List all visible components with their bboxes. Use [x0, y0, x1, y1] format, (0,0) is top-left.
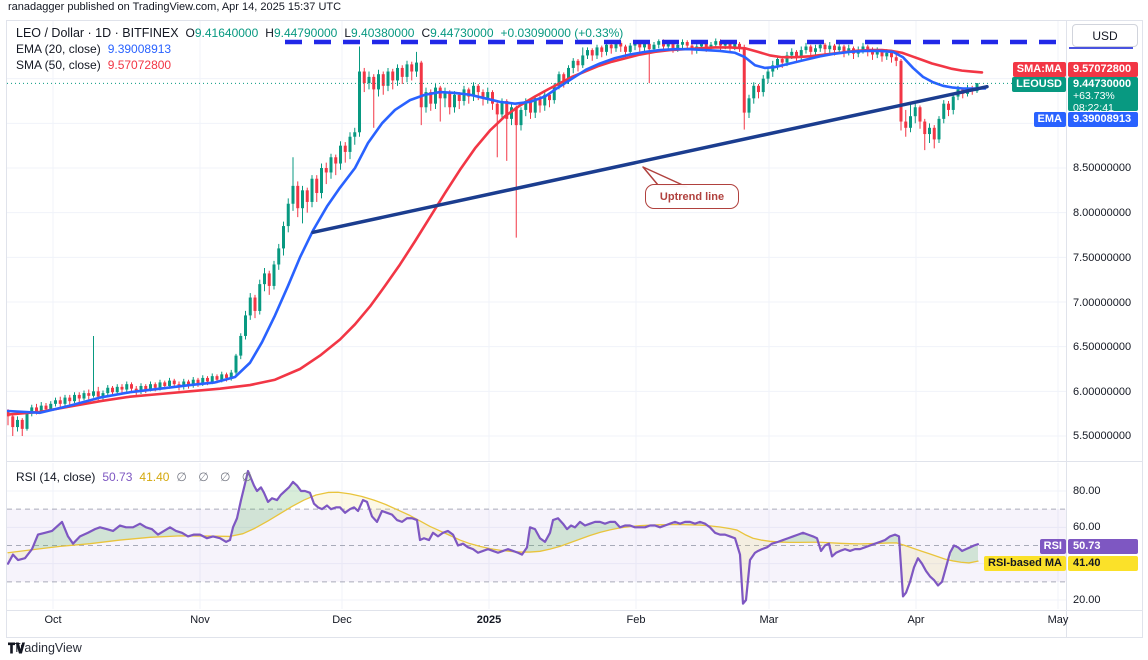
time-tick-label: Dec: [332, 614, 352, 626]
rsi-ma-tag-value: 41.40: [1068, 556, 1138, 571]
frame-right-border: [1142, 20, 1143, 638]
tradingview-logo-icon: [8, 642, 25, 654]
price-tick-label: 6.00000000: [1073, 386, 1132, 398]
time-tick-label: Mar: [759, 614, 779, 626]
time-tick-label: Feb: [626, 614, 646, 626]
ema-legend-label: EMA (20, close): [16, 42, 101, 56]
symbol-legend-row[interactable]: LEO / Dollar · 1D · BITFINEX O 9.41640000…: [16, 26, 623, 40]
time-tick-label: Nov: [190, 614, 210, 626]
sma-legend-value: 9.57072800: [107, 58, 172, 72]
rsi-ma-tag-name: RSI-based MA: [984, 556, 1066, 571]
time-tick-label: Oct: [44, 614, 62, 626]
change-value: +0.03090000 (+0.33%): [500, 26, 624, 40]
time-tick-label: Apr: [907, 614, 925, 626]
tradingview-watermark-text: TradingView: [13, 641, 82, 655]
rsi-legend-row[interactable]: RSI (14, close) 50.73 41.40 ∅ ∅ ∅ ∅: [16, 470, 256, 484]
ema-legend-value: 9.39008913: [107, 42, 172, 56]
attribution-text: ranadagger published on TradingView.com,…: [8, 1, 342, 13]
time-tick-label: 2025: [476, 614, 502, 626]
change-percent-value: +63.73%: [1073, 90, 1115, 102]
price-tick-label: 6.50000000: [1073, 341, 1132, 353]
high-label: H: [265, 26, 274, 40]
rsi-tag-name: RSI: [1039, 539, 1066, 554]
tradingview-watermark[interactable]: TradingView: [8, 641, 82, 655]
ema-price-tag-name: EMA: [1033, 112, 1066, 127]
uptrend-line-callout-text: Uptrend line: [659, 190, 725, 203]
countdown-timer: 08:22:41: [1073, 102, 1114, 114]
rsi-tick-label: 60.00: [1073, 521, 1101, 533]
rsi-pane-canvas[interactable]: [7, 463, 1066, 609]
sma-price-tag-value: 9.57072800: [1068, 62, 1138, 77]
rsi-empty-values: ∅ ∅ ∅ ∅: [176, 470, 257, 484]
rsi-tick-label: 80.00: [1073, 485, 1101, 497]
price-pane-canvas[interactable]: [7, 21, 1066, 461]
rsi-tick-label: 20.00: [1073, 594, 1101, 606]
sma-legend-label: SMA (50, close): [16, 58, 101, 72]
sma-price-tag-name: SMA:MA: [1012, 62, 1066, 77]
currency-unit-button[interactable]: USD: [1072, 24, 1138, 47]
high-value: 9.44790000: [273, 26, 338, 40]
uptrend-line-callout[interactable]: Uptrend line: [645, 184, 739, 209]
low-label: L: [344, 26, 352, 40]
rsi-legend-label: RSI (14, close): [16, 470, 96, 484]
open-value: 9.41640000: [194, 26, 259, 40]
open-label: O: [185, 26, 195, 40]
frame-bottom-border: [6, 637, 1143, 638]
time-tick-label: May: [1047, 614, 1069, 626]
frame-left-border: [6, 20, 7, 638]
frame-top-border: [6, 20, 1143, 21]
price-scale-separator[interactable]: [1066, 20, 1067, 638]
symbol-price-tag-value: 9.44730000 +63.73% 08:22:41: [1068, 77, 1138, 114]
low-value: 9.40380000: [351, 26, 415, 40]
symbol-price-tag-name: LEOUSD: [1012, 77, 1066, 92]
sma-legend-row[interactable]: SMA (50, close) 9.57072800: [16, 58, 171, 72]
last-price-value: 9.44730000: [1073, 78, 1132, 90]
rsi-ma-legend-value: 41.40: [139, 470, 170, 484]
price-tick-label: 5.50000000: [1073, 430, 1132, 442]
close-label: C: [421, 26, 431, 40]
currency-unit-label: USD: [1092, 28, 1118, 43]
price-tick-label: 7.00000000: [1073, 297, 1132, 309]
price-tick-label: 8.50000000: [1073, 162, 1132, 174]
ema-price-tag-value: 9.39008913: [1068, 112, 1138, 127]
price-tick-label: 7.50000000: [1073, 252, 1132, 264]
rsi-legend-value: 50.73: [102, 470, 133, 484]
rsi-tag-value: 50.73: [1068, 539, 1138, 554]
ema-legend-row[interactable]: EMA (20, close) 9.39008913: [16, 42, 171, 56]
close-value: 9.44730000: [430, 26, 494, 40]
time-axis-separator[interactable]: [6, 610, 1143, 611]
currency-active-underline: [1069, 47, 1133, 49]
price-tick-label: 8.00000000: [1073, 207, 1132, 219]
symbol-title: LEO / Dollar · 1D · BITFINEX: [16, 26, 179, 40]
pane-separator[interactable]: [6, 461, 1143, 462]
